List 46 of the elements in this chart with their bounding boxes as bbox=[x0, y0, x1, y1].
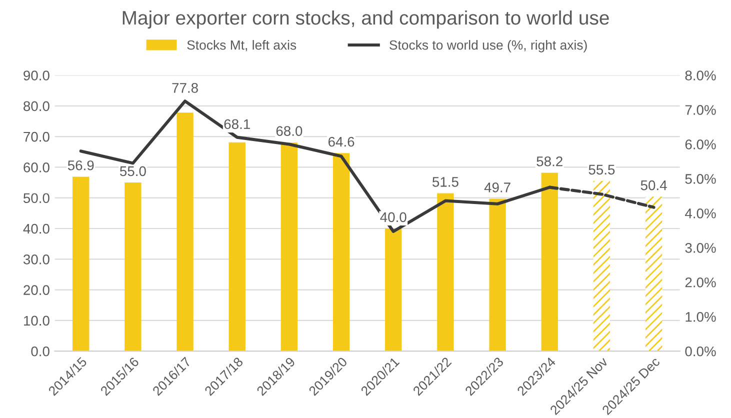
y-tick-label: 40.0 bbox=[23, 224, 50, 234]
bar bbox=[437, 193, 454, 352]
data-label: 58.2 bbox=[536, 156, 562, 166]
bar bbox=[332, 153, 350, 352]
y2-tick-label: 4.0% bbox=[685, 208, 716, 218]
y2-tick-label: 3.0% bbox=[685, 243, 716, 253]
y2-tick-label: 8.0% bbox=[685, 70, 716, 80]
y-tick-label: 50.0 bbox=[23, 193, 50, 204]
y2-tick-label: 7.0% bbox=[685, 105, 716, 115]
data-label: 40.0 bbox=[380, 212, 406, 222]
y-tick-label: 0.0 bbox=[31, 346, 50, 356]
y2-tick-label: 1.0% bbox=[686, 312, 716, 322]
bar bbox=[228, 142, 246, 352]
data-label: 68.0 bbox=[276, 126, 302, 136]
legend-label: Stocks Mt, left axis bbox=[187, 40, 296, 52]
data-label: 49.7 bbox=[484, 182, 510, 192]
y-tick-label: 60.0 bbox=[24, 162, 50, 172]
bar bbox=[385, 228, 402, 352]
bar bbox=[124, 182, 142, 352]
data-label: 77.8 bbox=[172, 83, 198, 93]
bar bbox=[280, 142, 298, 352]
data-label: 50.4 bbox=[640, 180, 667, 190]
data-label: 56.9 bbox=[68, 160, 94, 170]
legend-label: Stocks to world use (%, right axis) bbox=[390, 40, 587, 52]
bar bbox=[541, 172, 558, 352]
data-label: 68.1 bbox=[224, 119, 250, 130]
y-tick-label: 80.0 bbox=[24, 101, 50, 112]
bar bbox=[645, 196, 662, 352]
data-label: 55.5 bbox=[588, 164, 615, 175]
y2-tick-label: 0.0% bbox=[685, 346, 716, 356]
y2-tick-label: 6.0% bbox=[685, 140, 716, 150]
y2-tick-label: 5.0% bbox=[685, 174, 716, 184]
y2-tick-label: 2.0% bbox=[685, 277, 716, 288]
bar bbox=[593, 180, 610, 352]
data-label: 55.0 bbox=[120, 166, 146, 176]
y-tick-label: 20.0 bbox=[24, 285, 50, 295]
y-tick-label: 10.0 bbox=[24, 316, 50, 326]
bar bbox=[489, 198, 506, 352]
bar bbox=[176, 112, 194, 352]
data-label: 51.5 bbox=[432, 177, 458, 187]
y-tick-label: 70.0 bbox=[24, 132, 50, 142]
bar bbox=[72, 176, 90, 352]
y-tick-label: 30.0 bbox=[23, 254, 50, 264]
chart-title: Major exporter corn stocks, and comparison to world use bbox=[122, 10, 609, 29]
y-tick-label: 90.0 bbox=[24, 70, 50, 80]
data-label: 64.6 bbox=[328, 136, 354, 147]
